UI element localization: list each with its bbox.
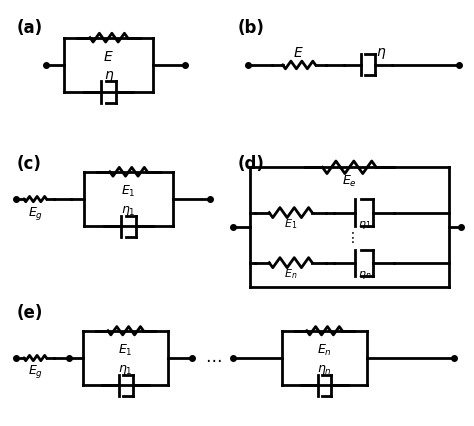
Text: $\eta_n$: $\eta_n$: [317, 362, 332, 376]
Text: $\eta_n$: $\eta_n$: [357, 268, 371, 280]
Text: $E_g$: $E_g$: [27, 204, 43, 221]
Text: $\eta$: $\eta$: [104, 69, 114, 84]
Text: $E_1$: $E_1$: [118, 342, 133, 357]
Text: $E_g$: $E_g$: [27, 363, 43, 380]
Text: (e): (e): [16, 304, 43, 322]
Text: $\cdots$: $\cdots$: [205, 349, 221, 367]
Text: $\eta_1$: $\eta_1$: [118, 362, 133, 376]
Text: $\eta_1$: $\eta_1$: [357, 218, 371, 230]
Text: $E_1$: $E_1$: [121, 184, 136, 199]
Text: $\eta_1$: $\eta_1$: [121, 203, 136, 217]
Text: (c): (c): [16, 155, 41, 173]
Text: (a): (a): [16, 19, 43, 37]
Text: $E_n$: $E_n$: [317, 342, 332, 357]
Text: $\eta$: $\eta$: [376, 46, 386, 60]
Text: $E_n$: $E_n$: [284, 267, 297, 281]
Text: $\vdots$: $\vdots$: [345, 230, 354, 245]
Text: (b): (b): [238, 19, 265, 37]
Text: (d): (d): [238, 155, 265, 173]
Text: $E_e$: $E_e$: [342, 173, 357, 188]
Text: $E$: $E$: [293, 46, 304, 60]
Text: $E_1$: $E_1$: [284, 217, 297, 231]
Text: $E$: $E$: [103, 50, 114, 64]
